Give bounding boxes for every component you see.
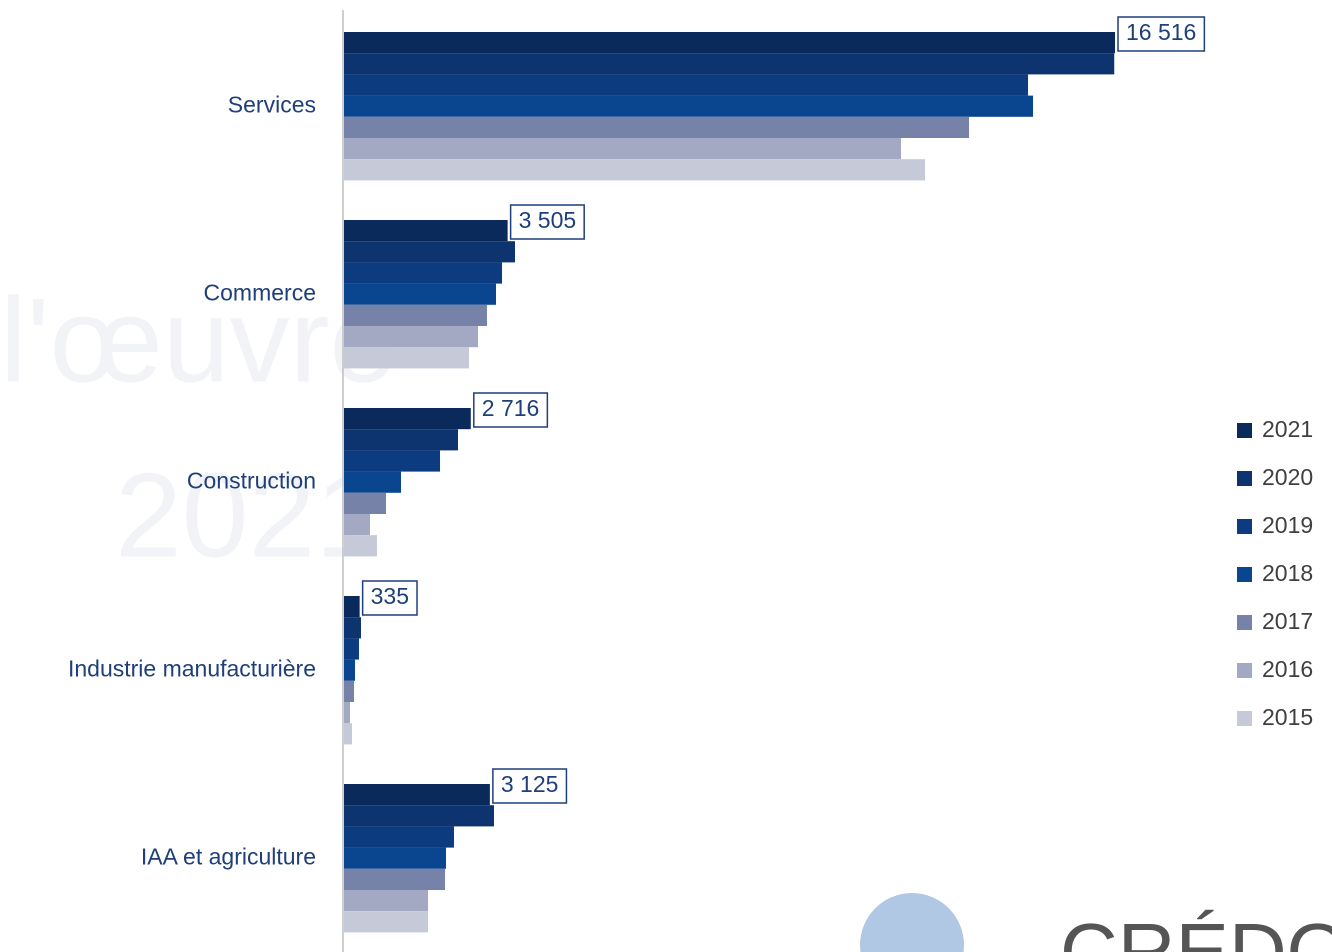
bar xyxy=(344,220,508,242)
data-label: 16 516 xyxy=(1126,19,1196,45)
bar xyxy=(344,911,429,933)
legend-label: 2020 xyxy=(1262,464,1313,490)
legend-label: 2019 xyxy=(1262,512,1313,538)
watermark: 2021 xyxy=(115,449,382,583)
bar xyxy=(344,450,441,472)
bar xyxy=(344,116,970,138)
bar xyxy=(344,514,371,536)
legend-swatch xyxy=(1237,471,1252,486)
legend-swatch xyxy=(1237,711,1252,726)
bar xyxy=(344,304,487,326)
bar xyxy=(344,74,1029,96)
legend-swatch xyxy=(1237,423,1252,438)
bar xyxy=(344,32,1115,54)
bar xyxy=(344,680,354,702)
bar xyxy=(344,659,356,681)
bar xyxy=(344,241,515,263)
bar xyxy=(344,408,471,430)
bar xyxy=(344,702,351,724)
category-label: Construction xyxy=(187,467,316,493)
data-label: 3 125 xyxy=(501,771,559,797)
data-label: 3 505 xyxy=(519,207,577,233)
bar xyxy=(344,868,446,890)
category-label: Commerce xyxy=(204,279,316,305)
bar xyxy=(344,826,454,848)
legend-label: 2021 xyxy=(1262,416,1313,442)
data-label-box xyxy=(473,392,549,428)
bar xyxy=(344,283,496,305)
data-label-box xyxy=(492,768,568,804)
bar xyxy=(344,784,490,806)
data-label-box xyxy=(1117,16,1206,52)
data-label: 2 716 xyxy=(482,395,540,421)
bar xyxy=(344,138,902,160)
bar xyxy=(344,535,378,557)
category-label: Services xyxy=(228,91,316,117)
bar xyxy=(344,890,429,912)
bar xyxy=(344,492,387,514)
data-label-box xyxy=(509,204,585,240)
bar xyxy=(344,617,361,639)
data-label: 335 xyxy=(371,583,409,609)
bar xyxy=(344,262,503,284)
logo: CRÉDOC xyxy=(1060,907,1332,952)
legend-swatch xyxy=(1237,519,1252,534)
legend-swatch xyxy=(1237,567,1252,582)
bar xyxy=(344,638,359,660)
bar xyxy=(344,429,458,451)
category-label: Industrie manufacturière xyxy=(68,655,316,681)
legend-label: 2015 xyxy=(1262,704,1313,730)
bar xyxy=(344,805,494,827)
bar xyxy=(344,347,470,369)
watermark: l'œuvre xyxy=(0,274,396,408)
bar xyxy=(344,471,401,493)
legend-label: 2017 xyxy=(1262,608,1313,634)
bar xyxy=(344,723,352,745)
legend-label: 2016 xyxy=(1262,656,1313,682)
bar xyxy=(344,596,360,618)
logo-icon xyxy=(860,893,964,952)
legend-swatch xyxy=(1237,615,1252,630)
data-label-box xyxy=(361,580,418,616)
bar xyxy=(344,326,479,348)
category-label: IAA et agriculture xyxy=(141,843,316,869)
legend-label: 2018 xyxy=(1262,560,1313,586)
legend-swatch xyxy=(1237,663,1252,678)
bar xyxy=(344,159,926,181)
bar xyxy=(344,95,1034,117)
bar xyxy=(344,53,1115,75)
bar xyxy=(344,847,447,869)
